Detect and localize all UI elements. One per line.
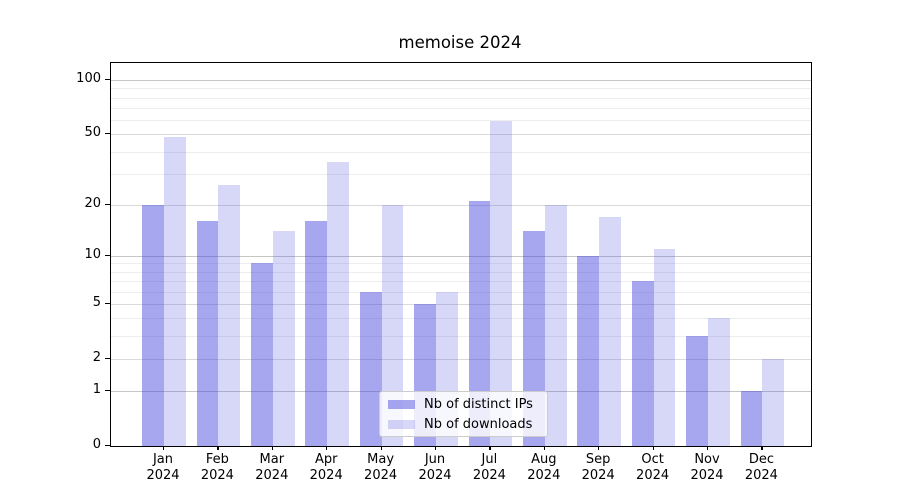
grid-line-minor — [111, 281, 811, 283]
x-axis-tick-label: Apr 2024 — [309, 452, 343, 483]
grid-line — [111, 204, 811, 206]
x-axis-tick-label: May 2024 — [364, 452, 398, 483]
y-axis-tick — [105, 133, 110, 135]
grid-line-minor — [111, 107, 811, 109]
bar-distinct-ips-sep — [577, 255, 600, 446]
y-axis-tick — [105, 357, 110, 360]
grid-line — [111, 358, 811, 360]
x-axis-tick — [271, 446, 274, 450]
x-axis-tick — [489, 446, 491, 450]
grid-line-minor — [111, 291, 811, 293]
legend-label-downloads: Nb of downloads — [424, 416, 533, 432]
y-axis-tick-label: 50 — [84, 125, 101, 141]
bar-distinct-ips-feb — [196, 221, 219, 446]
legend-row-distinct-ips: Nb of distinct IPs — [388, 397, 539, 412]
bar-downloads-nov — [708, 318, 730, 446]
x-axis-tick — [652, 446, 654, 450]
x-axis-tick-label: Jun 2024 — [418, 452, 452, 483]
x-axis-tick-label: Dec 2024 — [744, 452, 778, 483]
grid-line-minor — [111, 151, 811, 153]
x-axis-tick — [163, 446, 165, 450]
grid-line-minor — [111, 336, 811, 338]
x-axis-tick-label: Jul 2024 — [472, 452, 506, 483]
x-axis-tick — [707, 446, 709, 450]
grid-line — [111, 303, 811, 305]
grid-line-minor — [111, 119, 811, 121]
y-axis-tick — [105, 390, 110, 392]
grid-line-minor — [111, 173, 811, 175]
y-axis-tick-label: 5 — [92, 294, 101, 310]
y-axis-tick — [105, 445, 110, 447]
bar-distinct-ips-mar — [251, 263, 273, 446]
x-axis-tick — [380, 446, 382, 450]
bar-downloads-jul — [490, 121, 513, 446]
y-axis-tick-label: 100 — [76, 71, 101, 86]
x-axis-tick — [435, 446, 437, 450]
bar-distinct-ips-nov — [686, 336, 708, 446]
y-axis-tick — [105, 203, 110, 205]
grid-line — [111, 134, 811, 136]
x-axis-tick — [217, 446, 219, 450]
grid-line-minor — [111, 271, 811, 273]
x-axis-tick-label: Mar 2024 — [255, 452, 289, 483]
y-axis-tick — [105, 302, 110, 305]
x-axis-tick — [326, 446, 328, 450]
bar-distinct-ips-jan — [142, 204, 164, 446]
grid-line-minor — [111, 263, 811, 265]
grid-line-minor — [111, 97, 811, 99]
x-axis-tick-label: Sep 2024 — [581, 452, 615, 483]
bar-downloads-apr — [327, 161, 349, 446]
x-axis-tick-label: Feb 2024 — [200, 452, 234, 483]
x-axis-tick — [543, 446, 546, 450]
grid-line — [111, 255, 811, 257]
y-axis-tick-label: 20 — [84, 195, 101, 211]
x-axis-tick-label: Oct 2024 — [636, 452, 670, 483]
x-axis-tick — [598, 446, 600, 450]
bar-distinct-ips-jul — [468, 200, 491, 446]
bar-distinct-ips-may — [359, 291, 382, 446]
y-axis-tick-label: 2 — [92, 349, 101, 365]
bar-downloads-sep — [599, 216, 621, 446]
bar-downloads-aug — [544, 204, 567, 446]
bar-downloads-jan — [164, 137, 186, 446]
bar-downloads-feb — [218, 184, 241, 446]
x-axis-tick-label: Jan 2024 — [146, 452, 180, 483]
legend-row-downloads: Nb of downloads — [388, 417, 539, 432]
bar-downloads-mar — [272, 231, 295, 446]
legend: Nb of distinct IPs Nb of downloads — [379, 391, 548, 437]
x-axis-tick — [761, 446, 763, 450]
grid-line-minor — [111, 88, 811, 90]
grid-line — [111, 80, 811, 81]
legend-label-distinct-ips: Nb of distinct IPs — [424, 396, 533, 412]
bar-downloads-dec — [762, 358, 785, 446]
y-axis-tick — [105, 79, 110, 81]
y-axis-tick-label: 0 — [92, 437, 101, 452]
x-axis-tick-label: Nov 2024 — [690, 452, 724, 483]
grid-line-minor — [111, 318, 811, 320]
y-axis-tick-label: 10 — [84, 246, 101, 262]
plot-area — [110, 62, 812, 447]
y-axis-tick-label: 1 — [92, 382, 101, 398]
x-axis-tick-label: Aug 2024 — [527, 452, 561, 483]
bar-distinct-ips-apr — [305, 221, 328, 446]
bar-distinct-ips-dec — [740, 391, 763, 446]
legend-swatch-downloads — [388, 419, 415, 429]
bar-downloads-may — [381, 204, 404, 446]
bar-distinct-ips-oct — [631, 281, 654, 446]
bar-downloads-oct — [653, 248, 676, 446]
y-axis-tick — [105, 254, 110, 257]
chart-title: memoise 2024 — [398, 33, 522, 52]
legend-swatch-distinct-ips — [388, 399, 415, 409]
